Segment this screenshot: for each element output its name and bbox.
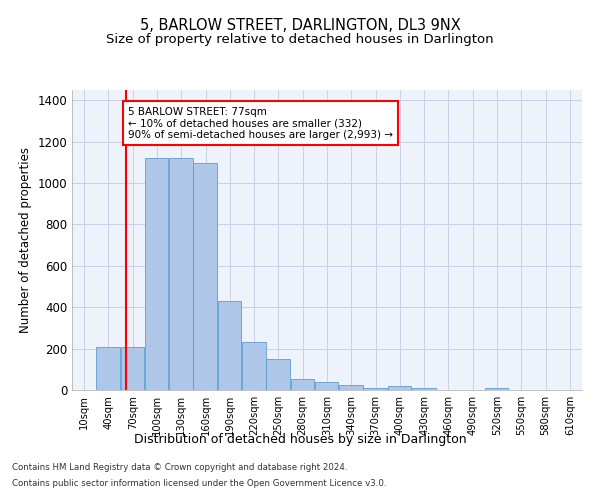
Y-axis label: Number of detached properties: Number of detached properties — [19, 147, 32, 333]
Bar — [266, 360, 290, 390]
Bar — [242, 342, 266, 390]
Bar — [388, 386, 412, 390]
Text: Contains HM Land Registry data © Crown copyright and database right 2024.: Contains HM Land Registry data © Crown c… — [12, 464, 347, 472]
Bar — [121, 346, 144, 390]
Text: 5, BARLOW STREET, DARLINGTON, DL3 9NX: 5, BARLOW STREET, DARLINGTON, DL3 9NX — [140, 18, 460, 32]
Bar — [193, 164, 217, 390]
Bar — [412, 388, 436, 390]
Bar — [485, 388, 508, 390]
Bar — [364, 388, 387, 390]
Text: 5 BARLOW STREET: 77sqm
← 10% of detached houses are smaller (332)
90% of semi-de: 5 BARLOW STREET: 77sqm ← 10% of detached… — [128, 106, 393, 140]
Bar — [218, 301, 241, 390]
Bar — [169, 158, 193, 390]
Bar — [96, 346, 120, 390]
Text: Distribution of detached houses by size in Darlington: Distribution of detached houses by size … — [134, 432, 466, 446]
Text: Contains public sector information licensed under the Open Government Licence v3: Contains public sector information licen… — [12, 478, 386, 488]
Bar — [315, 382, 338, 390]
Bar — [339, 385, 363, 390]
Text: Size of property relative to detached houses in Darlington: Size of property relative to detached ho… — [106, 32, 494, 46]
Bar — [290, 378, 314, 390]
Bar — [145, 158, 169, 390]
